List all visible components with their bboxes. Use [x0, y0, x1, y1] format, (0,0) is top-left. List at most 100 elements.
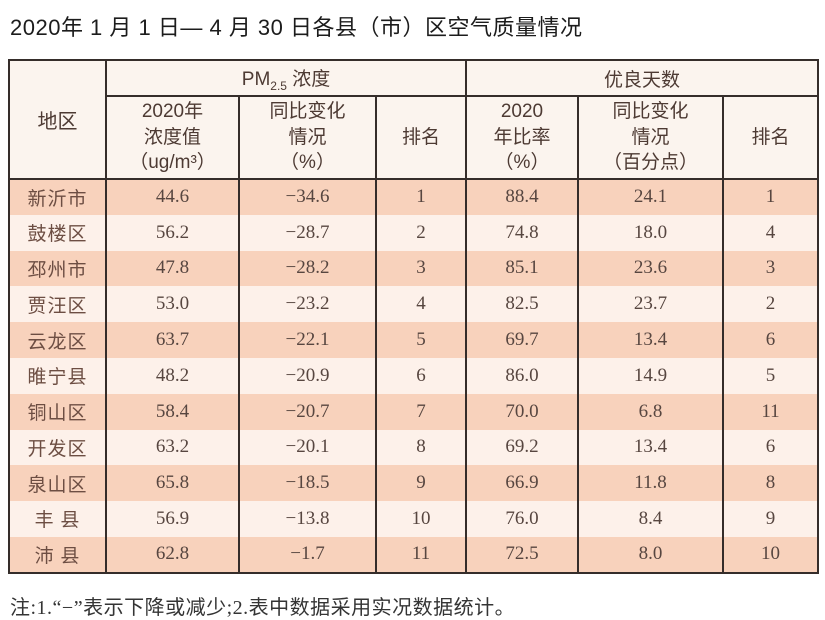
table-body: 新沂市 44.6 −34.6 1 88.4 24.1 1 鼓楼区 56.2 −28.7 2 74.8 1… — [8, 178, 820, 573]
cell-gd-ratio: 69.7 — [465, 322, 579, 358]
cell-pm-change: −20.9 — [238, 357, 377, 394]
air-quality-table: 地区 PM2.5 浓度 优良天数 2020年 浓度值 （ug/m³） 同比变化 … — [8, 59, 820, 574]
cell-gd-change: 24.1 — [577, 178, 724, 215]
cell-region: 睢宁县 — [8, 357, 107, 394]
cell-gd-rank: 1 — [721, 178, 820, 215]
footnote: 注:1.“−”表示下降或减少;2.表中数据采用实况数据统计。 — [10, 596, 516, 619]
cell-gd-rank: 8 — [721, 465, 820, 502]
cell-pm-rank: 4 — [375, 286, 467, 323]
cell-gd-rank: 10 — [721, 536, 820, 573]
cell-pm-change: −13.8 — [238, 501, 377, 537]
cell-pm-change: −23.2 — [238, 286, 377, 323]
header-sub-row: 2020年 浓度值 （ug/m³） 同比变化 情况 （%） 排名 2020 年比… — [9, 95, 820, 180]
cell-pm-rank: 5 — [375, 322, 467, 358]
table-row: 邳州市 47.8 −28.2 3 85.1 23.6 3 — [8, 250, 820, 287]
cell-pm-value: 48.2 — [105, 357, 240, 394]
column-header-region: 地区 — [8, 59, 107, 180]
table-row: 沛 县 62.8 −1.7 11 72.5 8.0 10 — [8, 536, 820, 573]
table-row: 云龙区 63.7 −22.1 5 69.7 13.4 6 — [8, 322, 820, 358]
cell-pm-value: 65.8 — [105, 465, 240, 502]
cell-region: 丰 县 — [8, 501, 107, 537]
cell-gd-ratio: 85.1 — [465, 250, 579, 287]
cell-pm-value: 44.6 — [105, 178, 240, 215]
cell-gd-ratio: 82.5 — [465, 286, 579, 323]
cell-pm-change: −34.6 — [238, 178, 377, 215]
cell-gd-rank: 2 — [721, 286, 820, 323]
cell-gd-ratio: 86.0 — [465, 357, 579, 394]
cell-pm-rank: 8 — [375, 429, 467, 466]
column-header-gd-change: 同比变化 情况 （百分点） — [577, 95, 724, 180]
cell-pm-change: −28.7 — [238, 214, 377, 251]
column-group-pm25: PM2.5 浓度 — [105, 59, 467, 97]
cell-region: 贾汪区 — [8, 286, 107, 323]
cell-gd-rank: 6 — [721, 429, 820, 466]
cell-pm-value: 58.4 — [105, 393, 240, 430]
cell-pm-rank: 11 — [375, 536, 467, 573]
column-header-gd-ratio: 2020 年比率 （%） — [465, 95, 579, 180]
cell-gd-rank: 9 — [721, 501, 820, 537]
cell-gd-rank: 3 — [721, 250, 820, 287]
cell-pm-change: −1.7 — [238, 536, 377, 573]
cell-pm-value: 63.7 — [105, 322, 240, 358]
cell-region: 新沂市 — [8, 178, 107, 215]
table-row: 泉山区 65.8 −18.5 9 66.9 11.8 8 — [8, 465, 820, 502]
cell-region: 鼓楼区 — [8, 214, 107, 251]
cell-pm-rank: 7 — [375, 393, 467, 430]
cell-gd-change: 18.0 — [577, 214, 724, 251]
cell-gd-change: 13.4 — [577, 322, 724, 358]
cell-pm-value: 56.9 — [105, 501, 240, 537]
cell-gd-ratio: 66.9 — [465, 465, 579, 502]
cell-gd-ratio: 88.4 — [465, 178, 579, 215]
cell-region: 沛 县 — [8, 536, 107, 573]
cell-gd-rank: 5 — [721, 357, 820, 394]
cell-gd-rank: 6 — [721, 322, 820, 358]
column-header-gd-rank: 排名 — [721, 95, 820, 180]
table-header: 地区 PM2.5 浓度 优良天数 2020年 浓度值 （ug/m³） 同比变化 … — [8, 59, 820, 180]
cell-pm-value: 47.8 — [105, 250, 240, 287]
cell-pm-rank: 9 — [375, 465, 467, 502]
table-row: 开发区 63.2 −20.1 8 69.2 13.4 6 — [8, 429, 820, 466]
cell-gd-change: 8.4 — [577, 501, 724, 537]
cell-pm-value: 56.2 — [105, 214, 240, 251]
cell-pm-change: −20.1 — [238, 429, 377, 466]
cell-gd-change: 11.8 — [577, 465, 724, 502]
cell-gd-ratio: 74.8 — [465, 214, 579, 251]
cell-gd-rank: 4 — [721, 214, 820, 251]
cell-pm-rank: 1 — [375, 178, 467, 215]
cell-pm-change: −18.5 — [238, 465, 377, 502]
cell-gd-ratio: 69.2 — [465, 429, 579, 466]
column-header-pm-value: 2020年 浓度值 （ug/m³） — [105, 95, 240, 180]
cell-region: 开发区 — [8, 429, 107, 466]
cell-gd-ratio: 76.0 — [465, 501, 579, 537]
cell-pm-rank: 10 — [375, 501, 467, 537]
table-row: 新沂市 44.6 −34.6 1 88.4 24.1 1 — [8, 178, 820, 215]
table-row: 铜山区 58.4 −20.7 7 70.0 6.8 11 — [8, 393, 820, 430]
table-row: 丰 县 56.9 −13.8 10 76.0 8.4 9 — [8, 501, 820, 537]
cell-gd-change: 23.7 — [577, 286, 724, 323]
cell-region: 云龙区 — [8, 322, 107, 358]
page-title: 2020年 1 月 1 日— 4 月 30 日各县（市）区空气质量情况 — [10, 15, 583, 40]
cell-region: 泉山区 — [8, 465, 107, 502]
pm25-label-suffix: 浓度 — [286, 68, 331, 90]
cell-gd-change: 14.9 — [577, 357, 724, 394]
cell-gd-rank: 11 — [721, 393, 820, 430]
cell-pm-change: −22.1 — [238, 322, 377, 358]
pm25-label-subscript: 2.5 — [270, 78, 287, 93]
cell-region: 铜山区 — [8, 393, 107, 430]
table-row: 贾汪区 53.0 −23.2 4 82.5 23.7 2 — [8, 286, 820, 323]
cell-pm-change: −28.2 — [238, 250, 377, 287]
cell-pm-rank: 3 — [375, 250, 467, 287]
table-row: 睢宁县 48.2 −20.9 6 86.0 14.9 5 — [8, 357, 820, 394]
cell-gd-change: 13.4 — [577, 429, 724, 466]
table-row: 鼓楼区 56.2 −28.7 2 74.8 18.0 4 — [8, 214, 820, 251]
column-header-pm-rank: 排名 — [375, 95, 467, 180]
column-group-good-days: 优良天数 — [464, 59, 820, 97]
cell-pm-rank: 6 — [375, 357, 467, 394]
cell-gd-change: 8.0 — [577, 536, 724, 573]
column-header-pm-change: 同比变化 情况 （%） — [238, 95, 377, 180]
cell-gd-ratio: 72.5 — [465, 536, 579, 573]
cell-region: 邳州市 — [8, 250, 107, 287]
cell-pm-rank: 2 — [375, 214, 467, 251]
cell-gd-ratio: 70.0 — [465, 393, 579, 430]
cell-pm-value: 53.0 — [105, 286, 240, 323]
